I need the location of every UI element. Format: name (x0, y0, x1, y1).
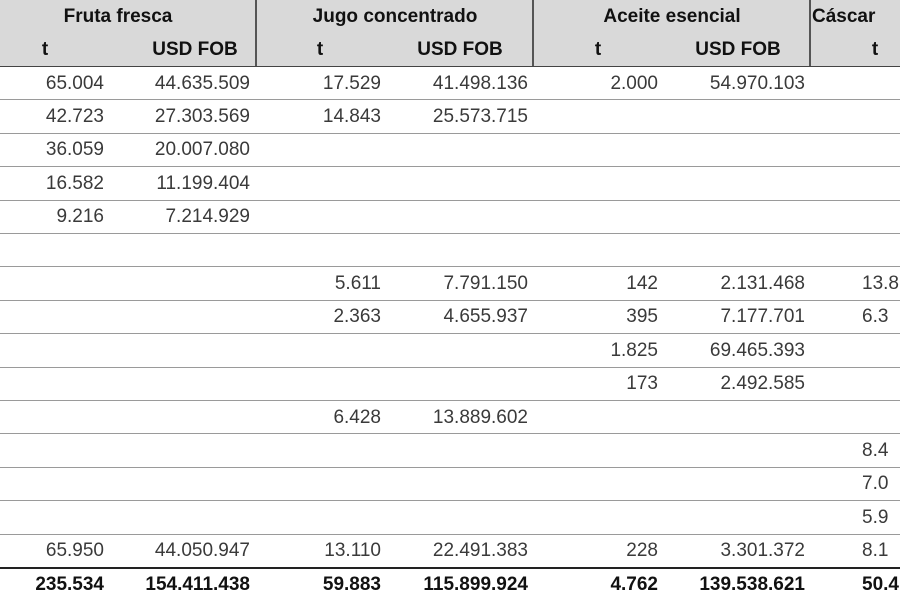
data-cell: 13.889.602 (432, 406, 528, 428)
row-line (0, 534, 900, 535)
total-cell: 50.4 (862, 573, 899, 595)
separator (532, 0, 534, 66)
separator (809, 0, 811, 66)
data-cell: 25.573.715 (432, 105, 528, 127)
data-cell: 13.8 (862, 272, 899, 294)
row-line (0, 433, 900, 434)
separator (255, 0, 257, 66)
row-line (0, 99, 900, 100)
data-cell: 22.491.383 (432, 540, 528, 562)
row-line (0, 400, 900, 401)
data-cell: 173 (626, 373, 658, 395)
data-cell: 36.059 (45, 139, 104, 161)
data-cell: 5.9 (862, 506, 889, 528)
group-header: Fruta fresca (63, 6, 173, 27)
data-cell: 3.301.372 (720, 540, 805, 562)
data-cell: 20.007.080 (154, 139, 250, 161)
data-cell: 44.635.509 (154, 72, 250, 94)
data-cell: 1.825 (610, 339, 658, 361)
data-cell: 2.492.585 (720, 373, 805, 395)
subheader: t (871, 39, 879, 60)
data-cell: 8.4 (862, 439, 889, 461)
total-cell: 115.899.924 (423, 573, 528, 595)
subheader: USD FOB (695, 39, 781, 60)
data-cell: 2.363 (333, 306, 381, 328)
data-cell: 14.843 (322, 105, 381, 127)
total-cell: 154.411.438 (145, 573, 250, 595)
row-line (0, 66, 900, 67)
row-line (0, 300, 900, 301)
row-line (0, 333, 900, 334)
data-cell: 5.611 (334, 272, 381, 294)
row-line (0, 133, 900, 134)
data-cell: 16.582 (45, 172, 104, 194)
subheader: t (594, 39, 602, 60)
group-header: Aceite esencial (603, 6, 741, 27)
data-cell: 41.498.136 (432, 72, 528, 94)
subheader: t (41, 39, 49, 60)
row-line (0, 200, 900, 201)
subheader: USD FOB (152, 39, 238, 60)
row-line (0, 367, 900, 368)
total-cell: 139.538.621 (699, 573, 805, 595)
data-cell: 7.791.150 (443, 272, 528, 294)
data-cell: 395 (626, 306, 658, 328)
data-cell: 8.1 (862, 540, 889, 562)
data-cell: 142 (626, 272, 658, 294)
data-cell: 2.131.468 (720, 272, 805, 294)
row-line (0, 166, 900, 167)
subheader: t (316, 39, 324, 60)
data-cell: 7.177.701 (720, 306, 805, 328)
total-line (0, 567, 900, 569)
data-cell: 2.000 (610, 72, 658, 94)
data-cell: 17.529 (322, 72, 381, 94)
data-cell: 44.050.947 (154, 540, 250, 562)
data-cell: 11.199.404 (156, 172, 250, 194)
row-line (0, 500, 900, 501)
row-line (0, 266, 900, 267)
row-line (0, 233, 900, 234)
total-cell: 59.883 (322, 573, 381, 595)
data-cell: 228 (626, 540, 658, 562)
subheader: USD FOB (417, 39, 503, 60)
data-cell: 65.004 (45, 72, 104, 94)
data-cell: 27.303.569 (154, 105, 250, 127)
data-cell: 6.3 (862, 306, 889, 328)
data-cell: 4.655.937 (443, 306, 528, 328)
data-cell: 7.0 (862, 473, 889, 495)
row-line (0, 467, 900, 468)
data-cell: 13.110 (324, 540, 381, 562)
header-band (0, 0, 900, 66)
data-cell: 65.950 (45, 540, 104, 562)
data-cell: 9.216 (56, 206, 104, 228)
group-header: Jugo concentrado (312, 6, 478, 27)
data-cell: 69.465.393 (709, 339, 805, 361)
data-cell: 7.214.929 (165, 206, 250, 228)
total-cell: 235.534 (35, 573, 104, 595)
group-header: Cáscar (812, 6, 876, 27)
data-cell: 54.970.103 (709, 72, 805, 94)
total-cell: 4.762 (610, 573, 658, 595)
data-cell: 6.428 (333, 406, 381, 428)
data-cell: 42.723 (45, 105, 104, 127)
